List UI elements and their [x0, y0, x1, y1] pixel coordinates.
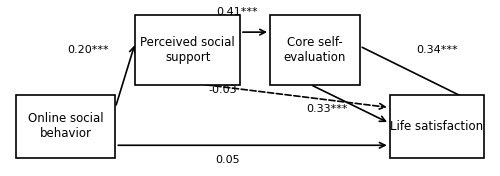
FancyArrowPatch shape	[116, 47, 135, 105]
FancyArrowPatch shape	[118, 143, 385, 148]
FancyBboxPatch shape	[390, 95, 484, 158]
Text: Life satisfaction: Life satisfaction	[390, 120, 484, 133]
Text: Online social
behavior: Online social behavior	[28, 112, 104, 140]
Text: 0.05: 0.05	[215, 155, 240, 165]
Text: 0.34***: 0.34***	[416, 45, 458, 55]
Text: 0.20***: 0.20***	[67, 45, 109, 55]
FancyArrowPatch shape	[206, 85, 385, 109]
Text: Perceived social
support: Perceived social support	[140, 36, 235, 64]
FancyArrowPatch shape	[313, 86, 386, 121]
Text: -0.03: -0.03	[208, 85, 237, 95]
FancyBboxPatch shape	[270, 15, 360, 84]
FancyBboxPatch shape	[16, 95, 116, 158]
Text: Core self-
evaluation: Core self- evaluation	[284, 36, 346, 64]
FancyBboxPatch shape	[136, 15, 240, 84]
FancyArrowPatch shape	[362, 47, 480, 106]
Text: 0.33***: 0.33***	[306, 104, 348, 114]
Text: 0.41***: 0.41***	[216, 7, 258, 17]
FancyArrowPatch shape	[243, 29, 266, 35]
